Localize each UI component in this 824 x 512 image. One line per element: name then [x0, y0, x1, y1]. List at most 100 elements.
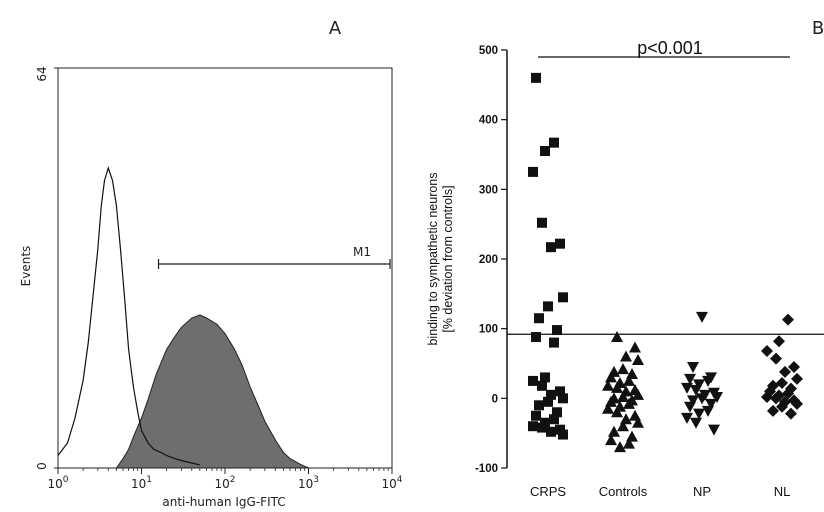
scatter-point-crps [546, 389, 556, 400]
scatter-x-ticks: CRPS Controls NP NL [530, 484, 790, 499]
scatter-point-controls [632, 388, 644, 400]
scatter-point-nl [770, 392, 782, 405]
scatter-point-crps [552, 325, 562, 336]
scatter-point-controls [605, 371, 617, 383]
scatter-point-controls [623, 397, 635, 409]
scatter-point-np [705, 398, 717, 410]
histogram-y-tick-label: 64 [35, 66, 49, 81]
scatter-point-crps [546, 242, 556, 253]
scatter-point-crps [552, 407, 562, 418]
scatter-point-controls [602, 402, 614, 414]
scatter-y-tick-label: 0 [492, 393, 498, 405]
scatter-point-nl [761, 390, 773, 403]
scatter-point-crps [558, 292, 568, 303]
scatter-point-nl [761, 344, 773, 357]
scatter-point-np [711, 391, 723, 403]
scatter-point-controls [632, 354, 644, 366]
scatter-point-nl [776, 400, 788, 413]
scatter-point-controls [617, 420, 629, 432]
scatter-point-np [702, 375, 714, 387]
scatter-point-np [684, 401, 696, 413]
scatter-y-tick-label: 300 [479, 184, 498, 196]
scatter-point-crps [549, 337, 559, 348]
scatter-point-nl [785, 407, 797, 420]
scatter-point-controls [611, 406, 623, 418]
scatter-point-controls [623, 374, 635, 386]
significance-label: p<0.001 [637, 38, 703, 58]
scatter-point-crps [555, 238, 565, 249]
panel-label-b: B [812, 18, 824, 39]
scatter-y-ticks: 500 400 300 200 100 0 -100 [475, 45, 507, 475]
scatter-point-nl [767, 404, 779, 417]
scatter-x-tick-label: NP [693, 484, 711, 499]
scatter-point-controls [611, 381, 623, 393]
scatter-point-crps [543, 396, 553, 407]
scatter-point-nl [791, 372, 803, 385]
scatter-point-crps [537, 217, 547, 228]
scatter-point-crps [531, 332, 541, 343]
scatter-point-np [687, 361, 699, 373]
scatter-point-nl [776, 377, 788, 390]
scatter-point-crps [534, 400, 544, 411]
scatter-point-np [693, 408, 705, 420]
scatter-point-nl [791, 397, 803, 410]
scatter-point-crps [528, 166, 538, 177]
scatter-point-nl [779, 365, 791, 378]
scatter-point-np [696, 393, 708, 405]
scatter-y-tick-label: 500 [479, 45, 498, 57]
scatter-point-crps [543, 301, 553, 312]
scatter-point-nl [788, 360, 800, 373]
scatter-y-tick-label: 100 [479, 324, 498, 336]
scatter-point-np [690, 417, 702, 429]
histogram-panel: A M1 100 101 102 103 104 0 64 anti-human IgG-… [19, 18, 403, 509]
scatter-point-controls [629, 341, 641, 353]
histogram-filled-series [115, 314, 309, 469]
scatter-point-np [690, 384, 702, 396]
scatter-point-crps [531, 410, 541, 421]
scatter-point-controls [605, 434, 617, 446]
scatter-point-crps [558, 393, 568, 404]
scatter-y-tick-label: 400 [479, 115, 498, 127]
scatter-point-controls [617, 363, 629, 375]
scatter-point-nl [782, 313, 794, 326]
scatter-point-np [696, 311, 708, 323]
scatter-point-crps [558, 429, 568, 440]
scatter-point-np [708, 424, 720, 436]
scatter-point-controls [623, 437, 635, 449]
scatter-point-np [684, 373, 696, 385]
scatter-point-controls [620, 350, 632, 362]
scatter-y-axis-label-line1: binding to sympathetic neurons [426, 172, 440, 345]
scatter-point-controls [611, 331, 623, 343]
scatter-point-np [693, 379, 705, 391]
scatter-x-tick-label: CRPS [530, 484, 566, 499]
histogram-y-tick-label: 0 [35, 462, 49, 470]
scatter-y-axis-label-line2: [% deviation from controls] [441, 185, 455, 332]
histogram-y-ticks: 0 64 [35, 66, 58, 470]
scatter-point-crps [534, 313, 544, 324]
scatter-x-tick-label: Controls [599, 484, 648, 499]
scatter-y-tick-label: 200 [479, 254, 498, 266]
scatter-point-controls [608, 425, 620, 437]
scatter-point-crps [531, 72, 541, 83]
histogram-outline-curve [57, 166, 201, 466]
histogram-x-tick-label: 102 [214, 475, 235, 491]
scatter-point-controls [632, 416, 644, 428]
scatter-point-crps [549, 137, 559, 148]
scatter-point-controls [602, 379, 614, 391]
m1-marker-label: M1 [353, 245, 371, 259]
scatter-point-np [681, 412, 693, 424]
histogram-outline-series [57, 166, 201, 466]
scatter-point-crps [546, 426, 556, 437]
scatter-point-crps [528, 375, 538, 386]
histogram-x-tick-label: 103 [298, 475, 319, 491]
scatter-point-crps [540, 146, 550, 157]
histogram-x-tick-label: 104 [381, 475, 402, 491]
scatter-point-crps [549, 414, 559, 425]
histogram-x-tick-label: 100 [47, 475, 68, 491]
scatter-point-crps [537, 422, 547, 433]
histogram-y-axis-label: Events [19, 246, 33, 287]
scatter-points [528, 72, 803, 453]
histogram-x-axis-label: anti-human IgG-FITC [162, 495, 285, 509]
